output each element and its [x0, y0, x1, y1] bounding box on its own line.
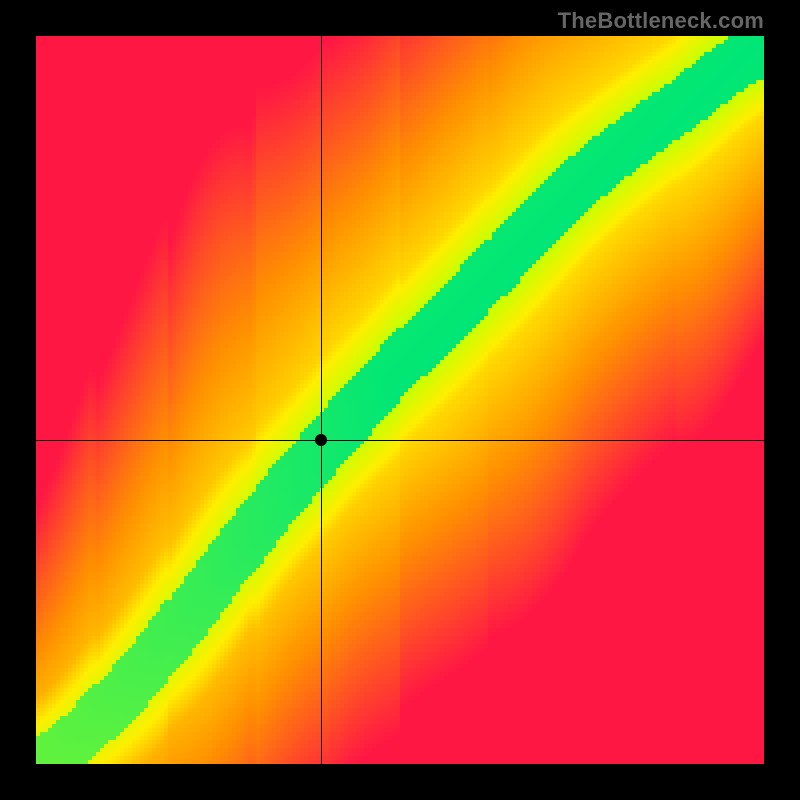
- crosshair-marker: [315, 434, 327, 446]
- heatmap-plot: [36, 36, 764, 764]
- crosshair-horizontal: [36, 440, 764, 441]
- watermark-text: TheBottleneck.com: [558, 8, 764, 34]
- heatmap-canvas: [36, 36, 764, 764]
- crosshair-vertical: [321, 36, 322, 764]
- chart-frame: TheBottleneck.com: [0, 0, 800, 800]
